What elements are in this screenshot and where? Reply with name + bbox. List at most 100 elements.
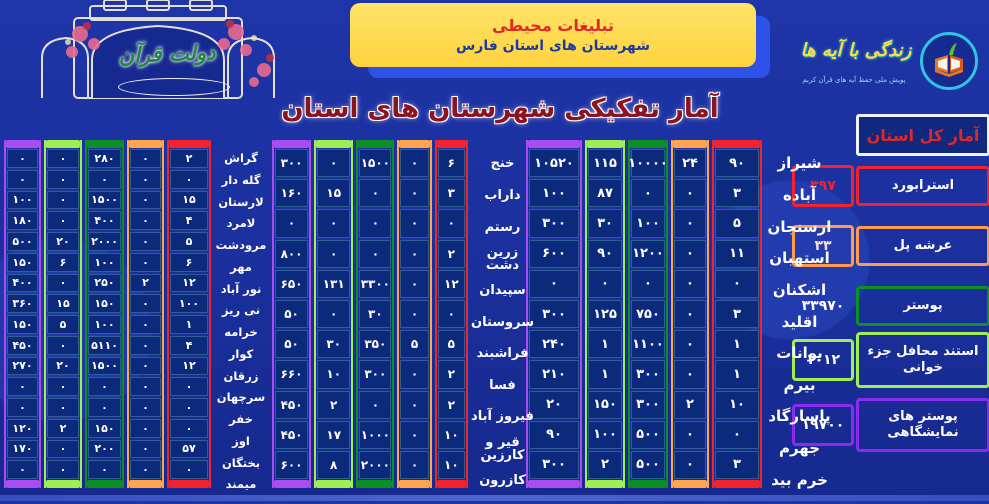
table-cell: ۳ (437, 179, 465, 208)
table-cell: ۰ (7, 377, 38, 396)
city-name: گراش (224, 151, 258, 166)
table-cell: ۱ (170, 315, 208, 334)
table-cell: ۳۶۰ (7, 294, 38, 313)
table-cell: ۰ (631, 179, 665, 208)
table-cell: ۱۱۰۰ (631, 330, 665, 359)
table-cell: ۵ (170, 232, 208, 251)
total-exhibition-posters-label: پوستر های نمایشگاهی (856, 398, 989, 452)
table-cell: ۰ (47, 335, 79, 355)
table-cell: ۳۰۰ (359, 360, 392, 389)
table-cell: ۵ (715, 209, 759, 238)
table-cell: ۱۲۵ (588, 299, 622, 329)
city-name: سپیدان (479, 282, 526, 298)
table-cell: ۱ (715, 360, 759, 389)
table-cell: ۵۷ (170, 439, 208, 459)
table-cell: ۱۰ (317, 360, 351, 389)
table-cell: ۲۴ (674, 149, 706, 178)
light-green-stat-column: ۰ ۱۵ ۰ ۰ ۱۳۱ ۰ ۳۰ ۱۰ ۲ ۱۷ ۸ (314, 140, 354, 489)
city-name: اوز (232, 433, 250, 448)
table-cell: ۰ (400, 239, 429, 268)
table-cell: ۴ (170, 335, 208, 355)
table-cell: ۱۵۰ (88, 418, 121, 438)
table-cell: ۱۲۰۰ (631, 239, 665, 268)
table-cell: ۰ (674, 239, 706, 268)
table-cell: ۰ (88, 377, 121, 396)
table-cell: ۵۰۰ (631, 420, 665, 449)
table-cell: ۰ (400, 269, 429, 298)
table-cell: ۳۰۰ (275, 149, 309, 178)
table-cell: ۳ (715, 299, 759, 329)
table-cell: ۲۰ (47, 356, 79, 376)
bottom-decorative-band (0, 495, 989, 501)
table-cell: ۰ (47, 460, 79, 479)
table-cell: ۰ (7, 398, 38, 417)
table-cell: ۰ (400, 209, 429, 238)
table-cell: ۰ (400, 390, 429, 419)
column-cap (630, 480, 666, 489)
table-cell: ۸۷ (588, 179, 622, 208)
column-cap (6, 480, 39, 488)
table-cell: ۰ (400, 299, 429, 329)
city-name: سروستان (470, 314, 534, 330)
table-cell: ۱۶۰ (275, 179, 309, 208)
table-cell: ۰ (7, 149, 38, 168)
table-cell: ۹۰ (588, 239, 622, 268)
table-cell: ۰ (47, 190, 79, 210)
table-cell: ۰ (47, 149, 79, 168)
city-name: گله دار (221, 172, 261, 187)
table-cell: ۶۰۰ (275, 450, 309, 480)
table-cell: ۴۵۰ (275, 420, 309, 449)
column-cap (358, 480, 393, 489)
campaign-logo: زندگی با آیه ها پویش ملی حفظ آیه های قرآ… (768, 14, 986, 110)
city-name: لارستان (218, 194, 264, 209)
table-cell: ۰ (130, 418, 161, 438)
table-cell: ۰ (130, 252, 161, 272)
table-cell: ۰ (674, 299, 706, 329)
table-cell: ۱۵ (317, 179, 351, 208)
table-cell: ۵ (47, 315, 79, 334)
city-name: زرقان (223, 368, 259, 383)
table-cell: ۰ (715, 269, 759, 298)
table-cell: ۰ (437, 299, 465, 329)
red-stat-column: ۹۰ ۳ ۵ ۱۱ ۰ ۳ ۱ ۱ ۱۰ ۰ ۳ (712, 140, 762, 489)
table-cell: ۵۰۰ (631, 450, 665, 480)
table-cell: ۰ (170, 460, 208, 479)
column-cap (274, 480, 310, 489)
city-name: بختگان (221, 455, 261, 470)
table-cell: ۳۳۰۰ (359, 269, 392, 298)
city-name: قیر و کارزین (480, 434, 525, 463)
table-cell: ۱۸۰ (7, 211, 38, 230)
table-cell: ۰ (674, 450, 706, 480)
table-cell: ۶۶۰ (275, 360, 309, 389)
table-cell: ۰ (130, 232, 161, 251)
table-cell: ۰ (317, 239, 351, 268)
light-green-stat-column: ۰ ۰ ۰ ۰ ۲۰ ۶ ۰ ۱۵ ۵ ۰ ۲۰ ۰ ۰ ۲ ۰ ۰ (44, 140, 82, 488)
table-cell: ۲ (170, 149, 208, 168)
table-cell: ۰ (359, 390, 392, 419)
column-cap (129, 140, 162, 148)
table-cell: ۰ (317, 209, 351, 238)
city-name: داراب (484, 187, 521, 203)
page-title: آمار تفکیکی شهرستان های استان (281, 94, 719, 124)
city-name: زرین دشت (485, 244, 520, 273)
total-poster-value: ۳۳۹۷۰ (801, 298, 845, 314)
column-cap (316, 480, 352, 489)
column-cap (169, 480, 209, 488)
table-cell: ۰ (47, 398, 79, 417)
quran-book-icon (920, 32, 978, 90)
city-name: فراشبند (476, 346, 529, 362)
table-cell: ۸۰۰ (275, 239, 309, 268)
banner-line2: شهرستان های استان فارس (455, 38, 651, 54)
column-cap (528, 140, 580, 148)
table-cell: ۳۰۰ (529, 299, 579, 329)
city-name: بوانات (776, 344, 823, 363)
table-cell: ۱۰۰۰ (359, 420, 392, 449)
table-cell: ۱۲ (170, 273, 208, 293)
table-cell: ۲۰ (47, 232, 79, 251)
table-cell: ۰ (47, 439, 79, 459)
city-name: خرم بید (771, 470, 828, 489)
table-cell: ۱۲ (170, 356, 208, 376)
table-cell: ۳۰ (588, 209, 622, 238)
table-cell: ۰ (674, 360, 706, 389)
table-cell: ۰ (359, 179, 392, 208)
